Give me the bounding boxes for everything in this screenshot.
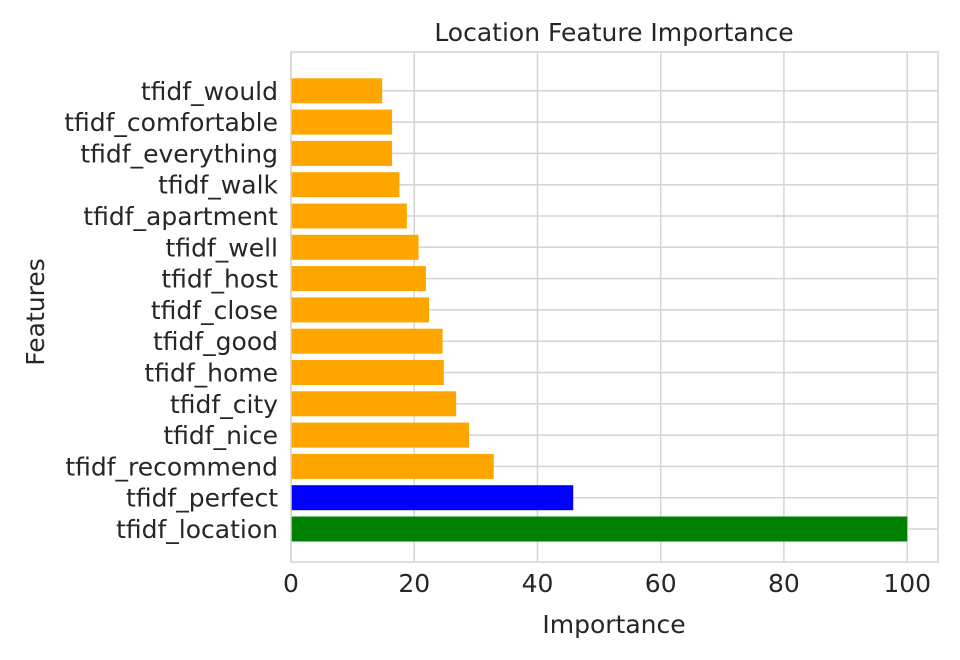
bar-tfidf-home <box>291 360 444 385</box>
y-tick-label: tfidf_apartment <box>83 202 278 231</box>
bar-tfidf-would <box>291 78 383 104</box>
bar-tfidf-host <box>291 266 426 292</box>
y-tick-label: tfidf_close <box>151 296 278 325</box>
x-axis-label: Importance <box>542 610 685 639</box>
y-tick-label: tfidf_would <box>141 77 278 106</box>
bar-tfidf-location <box>291 516 908 542</box>
y-tick-label: tfidf_city <box>170 390 278 419</box>
y-tick-label: tfidf_everything <box>80 139 278 168</box>
x-tick-label: 20 <box>398 569 430 598</box>
bar-tfidf-city <box>291 391 457 417</box>
y-tick-label: tfidf_recommend <box>65 452 278 481</box>
y-tick-label: tfidf_well <box>166 233 278 262</box>
y-tick-label: tfidf_nice <box>163 421 278 450</box>
bar-tfidf-good <box>291 328 443 354</box>
plot-frame <box>290 51 939 563</box>
bar-layer <box>291 78 908 542</box>
y-tick-label: tfidf_perfect <box>126 484 278 513</box>
bar-tfidf-nice <box>291 422 470 448</box>
y-tick-label: tfidf_good <box>153 327 278 356</box>
bar-tfidf-perfect <box>291 485 574 511</box>
x-tick-label: 60 <box>645 569 677 598</box>
y-tick-label: tfidf_home <box>144 359 278 388</box>
y-tick-label: tfidf_location <box>116 515 278 544</box>
x-tick-label: 100 <box>883 569 931 598</box>
x-tick-label: 0 <box>283 569 299 598</box>
x-tick-label: 40 <box>522 569 554 598</box>
chart-title: Location Feature Importance <box>434 18 793 47</box>
bar-tfidf-well <box>291 234 419 260</box>
bar-tfidf-apartment <box>291 203 407 229</box>
bar-tfidf-recommend <box>291 453 494 479</box>
bar-tfidf-everything <box>291 140 393 166</box>
y-tick-label: tfidf_host <box>161 265 278 294</box>
x-tick-labels: 0 20 40 60 80 100 <box>283 569 931 598</box>
x-tick-label: 80 <box>768 569 800 598</box>
bar-tfidf-close <box>291 297 430 323</box>
bar-tfidf-walk <box>291 172 400 198</box>
y-tick-label: tfidf_walk <box>158 171 278 200</box>
y-tick-label: tfidf_comfortable <box>64 108 278 137</box>
bar-tfidf-comfortable <box>291 109 393 135</box>
y-axis-label: Features <box>21 258 50 366</box>
